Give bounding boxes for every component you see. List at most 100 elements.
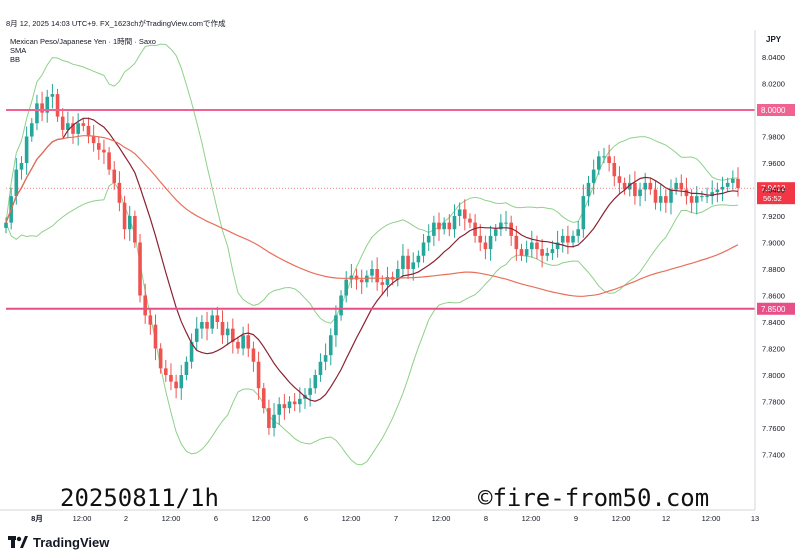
x-tick-label: 12:00	[73, 514, 92, 523]
candle-body	[669, 189, 673, 203]
y-tick-label: 7.8200	[762, 345, 785, 354]
candle-body	[107, 152, 111, 170]
y-tick-label: 7.9200	[762, 212, 785, 221]
candle-body	[736, 178, 740, 189]
candle-body	[581, 196, 586, 230]
candle-body	[35, 103, 39, 124]
time-axis[interactable]: 8月 12:00 2 12:00 6 12:00 6 12:00 7 12:00 8 12:00 9 12…	[31, 514, 759, 523]
candle-body	[462, 209, 467, 219]
candle-body	[318, 361, 323, 375]
candle-body	[127, 216, 132, 230]
candle-body	[102, 149, 106, 153]
candle-body	[19, 163, 24, 170]
horizontal-line-label: 8.0000	[761, 106, 786, 115]
candle-body	[473, 222, 477, 236]
y-tick-label: 7.9400	[762, 186, 785, 195]
x-tick-label: 9	[574, 514, 578, 523]
candle-body	[220, 322, 225, 336]
candle-body	[24, 136, 29, 163]
candle-body	[488, 235, 493, 250]
candle-body	[50, 94, 55, 97]
candle-body	[627, 182, 632, 190]
candle-body	[344, 279, 349, 296]
candle-body	[117, 182, 122, 203]
candle-body	[519, 249, 524, 256]
candle-body	[241, 335, 245, 349]
candle-body	[359, 279, 364, 283]
indicator-sma-label[interactable]: SMA	[10, 46, 27, 55]
last-price-label-bg	[757, 182, 795, 205]
x-tick-label: 13	[751, 514, 759, 523]
candle-body	[153, 324, 158, 349]
candle-body	[576, 229, 580, 236]
y-tick-label: 7.8600	[762, 292, 785, 301]
candle-body	[535, 242, 539, 250]
candle-body	[411, 262, 416, 269]
tradingview-logo[interactable]: TradingView	[8, 535, 109, 550]
candle-body	[96, 143, 101, 150]
candle-body	[282, 404, 287, 409]
candle-body	[246, 335, 251, 349]
candle-body	[633, 182, 637, 197]
watermark-date: 20250811/1h	[60, 484, 219, 512]
y-tick-label: 7.9000	[762, 239, 785, 248]
x-tick-label: 12	[662, 514, 670, 523]
candle-body	[60, 116, 65, 130]
candle-body	[354, 275, 359, 280]
x-tick-label: 12:00	[522, 514, 541, 523]
currency-label: JPY	[766, 35, 782, 44]
candle-body	[421, 242, 426, 256]
candle-body	[437, 222, 441, 230]
candle-body	[205, 322, 209, 329]
candle-body	[416, 255, 421, 263]
candle-body	[715, 189, 720, 193]
y-tick-label: 7.9800	[762, 133, 785, 142]
x-tick-label: 12:00	[612, 514, 631, 523]
candle-body	[658, 196, 663, 203]
candle-body	[664, 196, 668, 203]
y-tick-label: 8.0200	[762, 80, 785, 89]
candle-body	[638, 189, 642, 197]
candle-body	[76, 123, 80, 134]
candle-body	[725, 182, 730, 187]
candle-body	[194, 328, 199, 342]
candle-body	[174, 381, 178, 389]
candle-body	[602, 156, 606, 158]
symbol-line[interactable]: Mexican Peso/Japanese Yen · 1時間 · Saxo	[10, 37, 156, 46]
candle-body	[432, 222, 436, 236]
candle-body	[225, 328, 230, 336]
candle-body	[571, 235, 575, 243]
x-tick-label: 6	[214, 514, 218, 523]
horizontal-line-label: 7.8500	[761, 305, 786, 314]
candle-body	[169, 375, 173, 382]
x-tick-label: 12:00	[252, 514, 271, 523]
candle-body	[292, 401, 297, 405]
candle-body	[499, 222, 503, 230]
candle-body	[679, 182, 684, 190]
candle-body	[251, 348, 256, 362]
last-price-label: 7.9412	[761, 184, 786, 193]
candle-body	[45, 96, 50, 113]
candle-body	[184, 361, 189, 375]
candle-body	[457, 209, 462, 216]
price-axis[interactable]: 8.0400 8.0200 7.9800 7.9600 7.9400 7.9200 7.90…	[762, 53, 785, 460]
candle-body	[323, 355, 328, 362]
y-tick-label: 7.8000	[762, 371, 785, 380]
indicator-bb-label[interactable]: BB	[10, 55, 21, 64]
y-tick-label: 7.7400	[762, 451, 785, 460]
tradingview-brand: TradingView	[33, 535, 110, 550]
candle-body	[308, 388, 312, 395]
candle-body	[365, 275, 369, 283]
candle-body	[179, 375, 184, 389]
y-tick-label: 7.7600	[762, 424, 785, 433]
y-tick-label: 7.9600	[762, 159, 785, 168]
candle-body	[468, 218, 472, 223]
candle-body	[4, 222, 8, 228]
x-tick-label: 8月	[31, 514, 43, 523]
candle-body	[401, 255, 405, 269]
candle-body	[55, 94, 60, 117]
candle-body	[530, 242, 534, 250]
candle-body	[395, 269, 400, 280]
